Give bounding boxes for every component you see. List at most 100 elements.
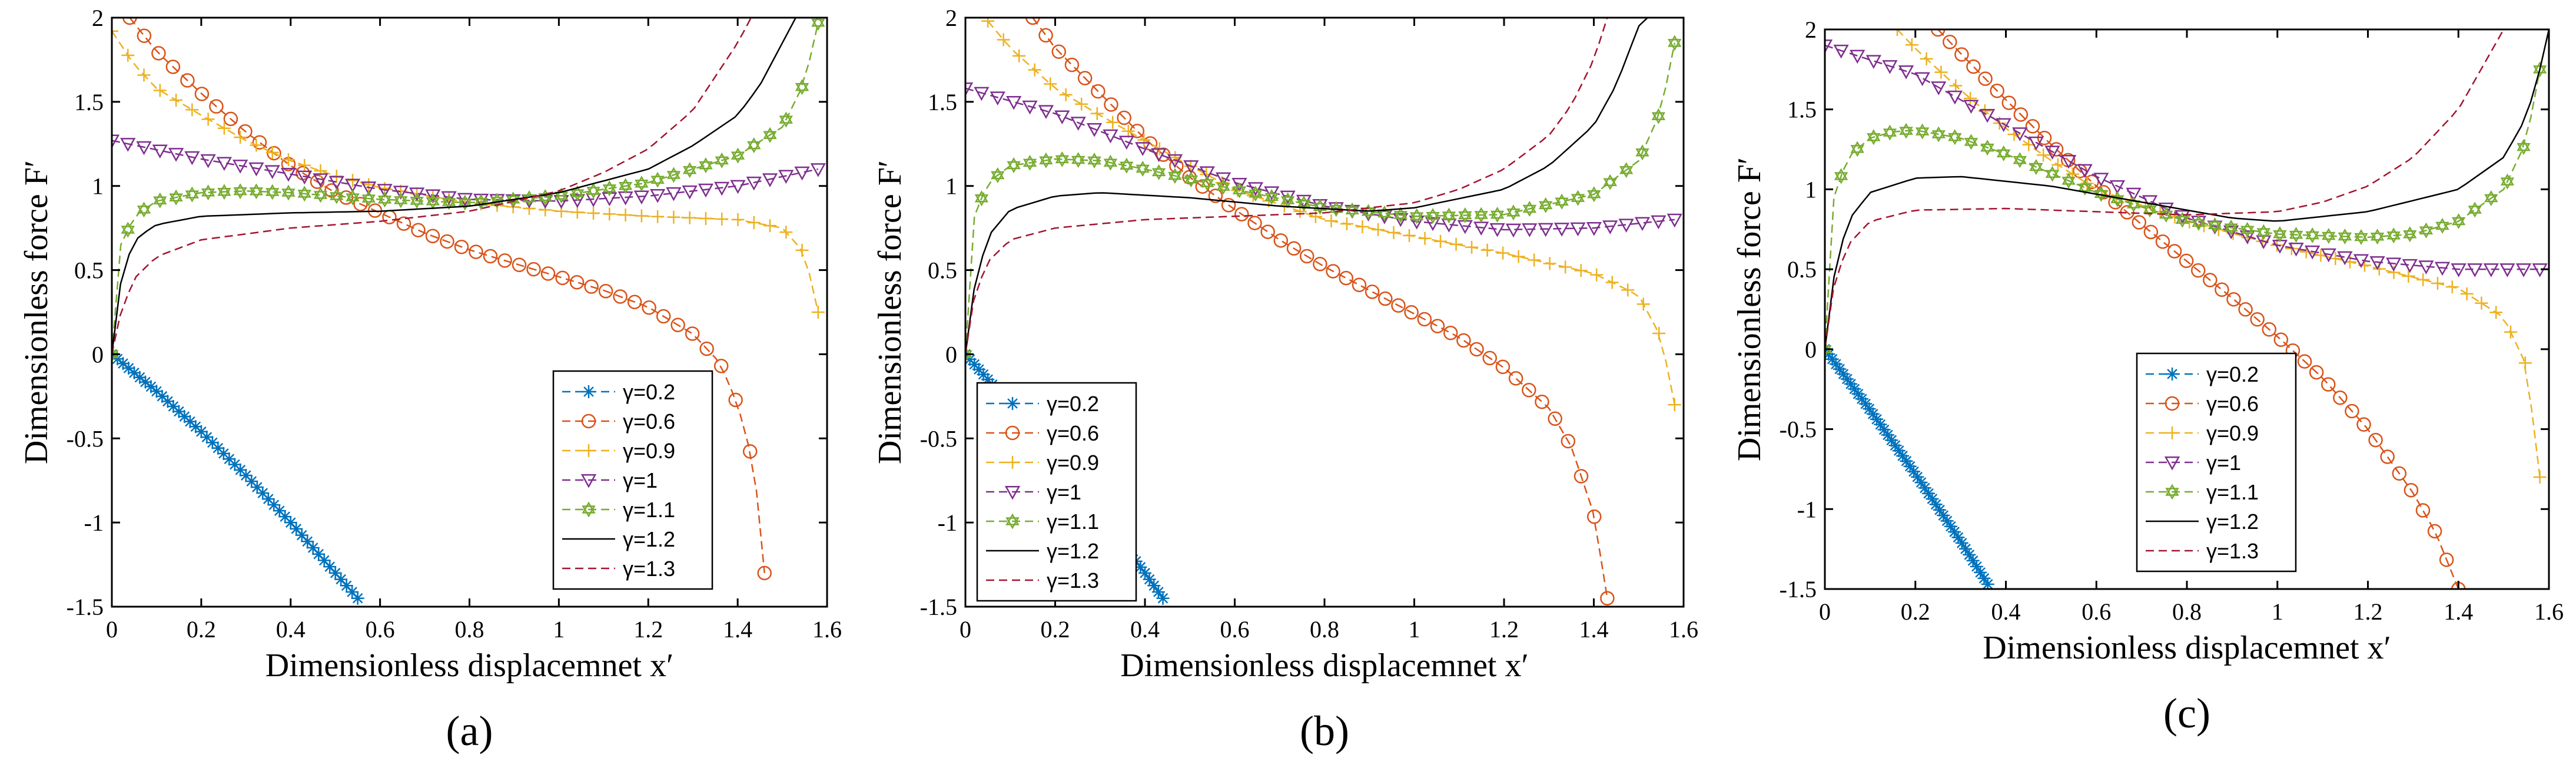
data-marker — [2338, 229, 2352, 241]
data-marker-b — [2451, 217, 2466, 230]
data-marker-b — [1007, 161, 1021, 173]
data-marker-b — [2370, 232, 2385, 245]
data-marker-b — [2338, 232, 2352, 244]
data-marker-b — [1980, 143, 1994, 156]
data-marker-b — [570, 189, 585, 201]
data-marker — [1247, 216, 1262, 230]
x-tick-label: 0.4 — [1130, 616, 1160, 643]
legend-entry: γ=1.2 — [2206, 509, 2259, 534]
data-marker — [497, 253, 512, 268]
data-marker — [714, 181, 730, 196]
data-marker-b — [2468, 206, 2482, 218]
data-marker — [1135, 142, 1151, 156]
data-marker-b — [2500, 177, 2515, 190]
data-marker — [1543, 257, 1556, 270]
data-marker — [1844, 377, 1858, 391]
data-marker — [539, 203, 552, 217]
data-marker-b — [265, 188, 280, 200]
data-marker — [2126, 196, 2141, 209]
data-marker — [2489, 306, 2503, 319]
data-marker — [1215, 172, 1231, 187]
data-marker — [454, 239, 469, 254]
data-marker — [2013, 152, 2027, 164]
data-marker-b — [1023, 158, 1037, 171]
data-marker-b — [2175, 216, 2189, 228]
data-marker — [116, 357, 130, 370]
data-marker — [1352, 277, 1367, 293]
data-marker — [1480, 243, 1494, 257]
data-marker — [1120, 157, 1134, 170]
data-marker — [1974, 565, 1987, 579]
x-tick-label: 1.6 — [1669, 616, 1698, 643]
legend-entry: γ=1.1 — [1047, 509, 1099, 534]
data-marker — [144, 380, 158, 393]
y-tick-label: 1.5 — [928, 89, 957, 115]
data-marker — [200, 154, 216, 168]
panel-caption: (c) — [2163, 690, 2210, 737]
data-marker — [183, 415, 197, 428]
data-marker-b — [121, 226, 135, 238]
data-marker — [1324, 214, 1338, 227]
legend-swatch-marker — [580, 474, 597, 488]
data-marker — [974, 190, 989, 203]
data-marker — [1966, 59, 1981, 74]
data-marker — [1930, 29, 1946, 37]
data-marker — [1977, 571, 1991, 585]
data-marker — [1914, 476, 1928, 489]
data-marker-b — [763, 131, 777, 143]
legend-entry: γ=1 — [2206, 451, 2241, 475]
data-marker — [280, 168, 297, 182]
data-marker — [261, 492, 275, 506]
data-marker-b — [1825, 345, 1832, 358]
data-marker-b — [1867, 133, 1881, 145]
data-marker-b — [2256, 228, 2271, 240]
data-marker-b — [1668, 39, 1682, 51]
legend-entry: γ=1 — [623, 468, 658, 492]
x-tick-label: 0.8 — [455, 616, 484, 643]
data-marker — [670, 317, 685, 333]
data-marker — [1121, 124, 1135, 138]
data-marker — [194, 425, 208, 438]
data-marker — [965, 82, 974, 97]
data-marker-b — [1071, 155, 1085, 168]
data-marker — [715, 212, 729, 226]
data-marker — [1863, 402, 1876, 416]
data-marker — [267, 145, 281, 161]
data-marker-b — [1964, 138, 1979, 150]
data-marker — [627, 295, 642, 309]
data-marker — [172, 405, 185, 418]
data-marker — [977, 368, 990, 381]
data-marker — [2029, 159, 2043, 171]
series-line — [1937, 29, 2459, 589]
data-marker — [1143, 573, 1156, 586]
data-marker-b — [1249, 189, 1263, 202]
data-marker — [2532, 61, 2547, 74]
data-marker-b — [217, 187, 231, 200]
y-tick-label: 0.5 — [74, 257, 104, 284]
data-marker — [728, 392, 743, 408]
data-marker — [1378, 291, 1393, 306]
data-marker — [1434, 234, 1448, 248]
legend-swatch-marker — [2166, 368, 2179, 380]
data-marker — [1339, 270, 1353, 286]
data-marker — [1393, 207, 1407, 219]
data-marker — [2045, 166, 2060, 178]
data-marker — [1151, 148, 1167, 163]
data-marker — [1409, 208, 1424, 220]
series-3 — [112, 24, 825, 319]
data-marker — [1489, 223, 1505, 237]
data-marker — [1881, 428, 1894, 442]
data-marker — [2415, 503, 2431, 518]
data-marker — [1087, 153, 1101, 165]
x-tick-label: 1 — [553, 616, 565, 643]
legend-swatch-marker — [2166, 426, 2179, 439]
data-marker — [1574, 264, 1588, 277]
data-marker — [506, 191, 520, 204]
data-marker-b — [1474, 211, 1488, 223]
legend-entry: γ=0.9 — [623, 439, 675, 463]
data-marker — [2369, 256, 2385, 270]
data-marker — [1522, 383, 1536, 398]
data-marker — [1867, 129, 1881, 141]
data-marker — [1299, 249, 1314, 264]
data-marker — [239, 469, 253, 482]
